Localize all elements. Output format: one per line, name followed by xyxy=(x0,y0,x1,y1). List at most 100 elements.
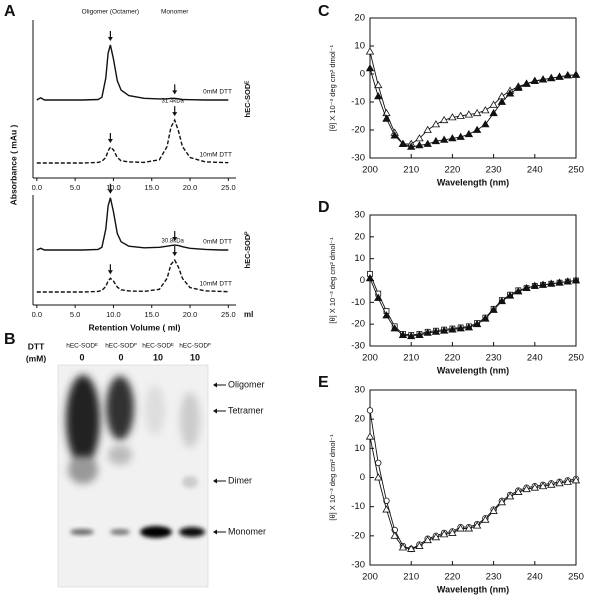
marker xyxy=(547,73,556,82)
x-tick-label: 250 xyxy=(568,572,584,583)
side-label: hEC-SODᴱ xyxy=(243,81,252,118)
marker xyxy=(439,326,449,334)
marker xyxy=(514,487,523,495)
header-label: Monomer xyxy=(161,9,189,16)
marker xyxy=(464,524,474,532)
y-tick-label: -10 xyxy=(351,501,365,512)
y-tick-label: -10 xyxy=(351,97,365,108)
y-tick-label: 10 xyxy=(354,41,365,52)
lane-dtt: 10 xyxy=(153,352,163,362)
x-tick-label: 25.0 xyxy=(221,183,236,192)
panel-letter: B xyxy=(4,331,16,348)
arrow-head xyxy=(172,90,178,95)
band-arrow-head xyxy=(213,408,217,414)
marker xyxy=(365,47,375,55)
marker xyxy=(481,314,490,322)
x-tick-label: 230 xyxy=(486,572,502,583)
marker xyxy=(382,114,391,122)
band-arrow-head xyxy=(213,382,217,388)
y-tick-label: 20 xyxy=(354,13,365,24)
lane-dtt: 0 xyxy=(118,352,123,362)
marker xyxy=(456,524,465,532)
band-arrow-head xyxy=(213,529,217,535)
marker xyxy=(415,541,424,549)
marker xyxy=(448,528,457,536)
trace-label: 10mM DTT xyxy=(200,152,233,159)
marker xyxy=(423,139,432,147)
marker xyxy=(497,296,507,305)
marker xyxy=(571,476,581,484)
series-line xyxy=(369,436,577,550)
marker xyxy=(375,459,382,467)
x-tick-label: 230 xyxy=(486,353,502,364)
marker xyxy=(514,287,523,295)
x-tick-label: 230 xyxy=(486,165,502,176)
marker xyxy=(439,115,449,124)
x-axis-label: Wavelength (nm) xyxy=(437,177,509,187)
marker xyxy=(415,141,424,149)
lane-label: hEC-SODᴾ xyxy=(105,343,137,350)
marker xyxy=(489,108,498,117)
marker xyxy=(481,120,490,128)
marker xyxy=(530,281,539,289)
arrow-head xyxy=(107,270,113,275)
marker xyxy=(374,293,383,301)
marker xyxy=(563,477,572,485)
marker xyxy=(398,139,408,147)
marker xyxy=(555,278,564,286)
panel-letter: D xyxy=(318,199,330,216)
marker xyxy=(472,319,482,328)
x-tick-label: 0.0 xyxy=(32,310,42,319)
trace xyxy=(36,258,229,293)
x-tick-label: 20.0 xyxy=(183,183,198,192)
marker xyxy=(538,481,548,490)
marker xyxy=(464,110,474,118)
plot-frame xyxy=(369,214,577,347)
marker xyxy=(439,530,449,538)
marker xyxy=(538,75,548,83)
x-tick-label: 0.0 xyxy=(32,183,42,192)
marker xyxy=(555,479,564,487)
x-tick-label: 220 xyxy=(444,353,460,364)
x-tick-label: 20.0 xyxy=(183,310,198,319)
x-tick-label: 200 xyxy=(362,165,378,176)
marker xyxy=(505,492,515,500)
peak-label: 30.8kDa xyxy=(162,239,185,245)
marker xyxy=(407,142,416,150)
marker xyxy=(448,134,457,142)
marker xyxy=(423,535,432,544)
marker xyxy=(481,106,490,114)
gel-image xyxy=(57,364,209,588)
x-tick-label: 200 xyxy=(362,353,378,364)
trace-label: 10mM DTT xyxy=(200,281,233,288)
marker xyxy=(415,134,424,142)
marker xyxy=(547,480,556,488)
marker xyxy=(530,483,539,491)
x-axis-label: Wavelength (nm) xyxy=(437,584,509,594)
marker xyxy=(514,83,523,91)
lane-label: hEC-SODᴱ xyxy=(142,343,174,350)
header-label: Oligomer (Octamer) xyxy=(82,9,139,16)
band-label: Dimer xyxy=(228,475,252,485)
x-tick-label: 210 xyxy=(403,165,419,176)
marker xyxy=(390,131,399,139)
x-tick-label: 200 xyxy=(362,572,378,583)
band-arrow-head xyxy=(213,478,217,484)
marker xyxy=(497,97,507,105)
marker xyxy=(423,125,432,133)
marker xyxy=(382,505,391,513)
x-tick-label: 250 xyxy=(568,353,584,364)
marker xyxy=(456,111,465,119)
panel-letter: A xyxy=(4,3,16,20)
x-tick-label: 5.0 xyxy=(70,310,80,319)
marker xyxy=(365,432,375,440)
side-label: hEC-SODᴾ xyxy=(243,231,252,269)
marker xyxy=(489,100,498,108)
marker xyxy=(366,407,374,414)
lane-dtt: 10 xyxy=(190,352,200,362)
band-label: Tetramer xyxy=(228,405,264,415)
marker xyxy=(431,327,441,335)
lane-label: hEC-SODᴾ xyxy=(179,343,211,350)
x-axis-label: Retention Volume ( ml) xyxy=(89,322,181,332)
y-tick-label: -20 xyxy=(351,530,365,541)
